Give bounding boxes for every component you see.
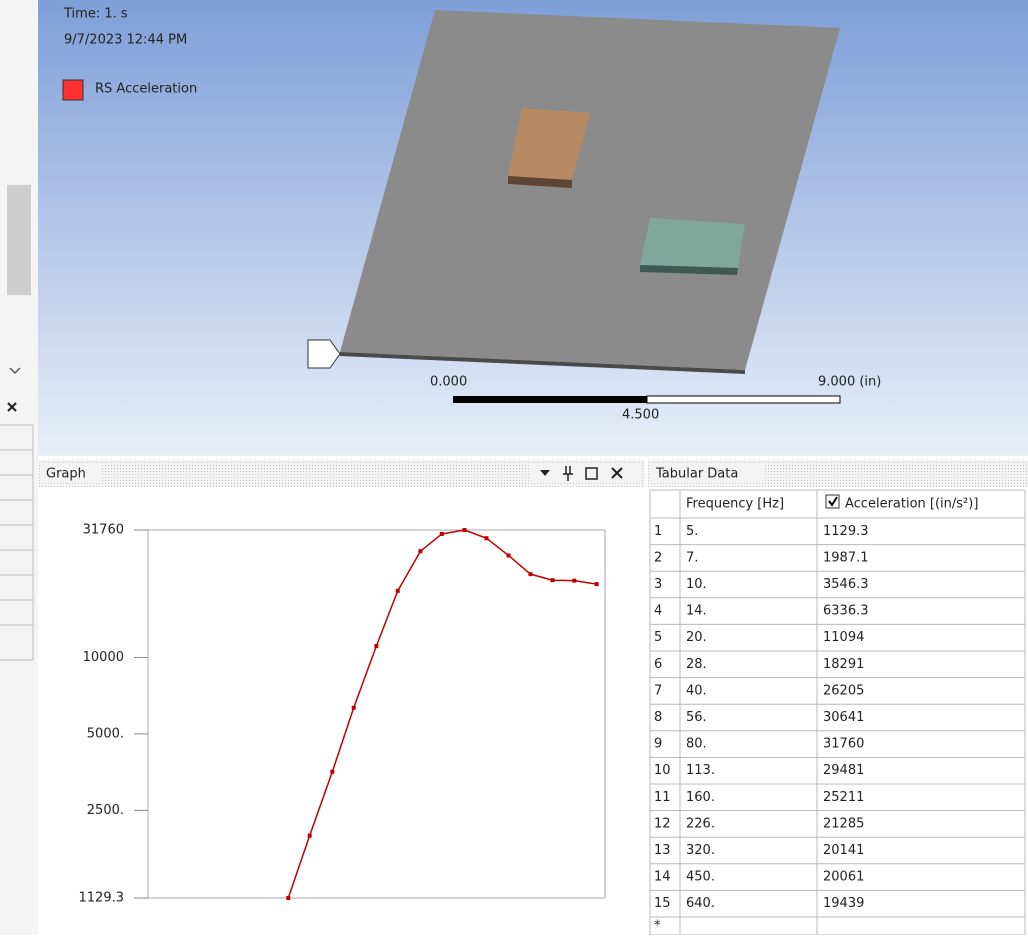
row-number: 9	[654, 737, 662, 752]
green-block	[640, 218, 745, 268]
acceleration-cell: 19439	[823, 896, 864, 911]
frequency-cell: 28.	[686, 657, 707, 672]
frequency-cell: 226.	[686, 816, 715, 831]
frequency-cell: 80.	[686, 737, 707, 752]
frequency-cell: 56.	[686, 710, 707, 725]
acceleration-cell: 29481	[823, 763, 864, 778]
date-label: 9/7/2023 12:44 PM	[64, 33, 187, 48]
scale-min: 0.000	[430, 375, 467, 390]
data-point	[330, 770, 334, 774]
y-tick-label: 31760	[83, 523, 124, 538]
legend-label: RS Acceleration	[95, 82, 197, 97]
graph-title: Graph	[46, 467, 86, 482]
column-header: Frequency [Hz]	[686, 497, 784, 512]
scrollbar-thumb[interactable]	[7, 185, 31, 295]
data-point	[374, 644, 378, 648]
acceleration-cell: 1987.1	[823, 550, 869, 565]
row-number: 5	[654, 630, 662, 645]
acceleration-cell: 20141	[823, 843, 864, 858]
row-number: 10	[654, 763, 671, 778]
acceleration-cell: 18291	[823, 657, 864, 672]
data-point	[396, 589, 400, 593]
row-number: 14	[654, 870, 671, 885]
data-point	[286, 896, 290, 900]
frequency-cell: 20.	[686, 630, 707, 645]
acceleration-cell: 26205	[823, 683, 864, 698]
frequency-cell: 14.	[686, 604, 707, 619]
row-number: *	[654, 919, 661, 934]
frequency-cell: 640.	[686, 896, 715, 911]
plot-area	[148, 530, 605, 898]
tabular-title: Tabular Data	[655, 467, 738, 482]
acceleration-cell: 11094	[823, 630, 864, 645]
acceleration-cell: 30641	[823, 710, 864, 725]
app-window: Time: 1. s 9/7/2023 12:44 PM RS Accelera…	[0, 0, 1028, 935]
scale-bar-dark	[453, 396, 647, 403]
row-number: 11	[654, 790, 671, 805]
data-point	[308, 834, 312, 838]
acceleration-cell: 20061	[823, 870, 864, 885]
row-number: 7	[654, 683, 662, 698]
frequency-cell: 5.	[686, 524, 698, 539]
scale-bar-light	[647, 396, 840, 403]
frequency-cell: 113.	[686, 763, 715, 778]
time-label: Time: 1. s	[63, 7, 128, 22]
acceleration-cell: 3546.3	[823, 577, 869, 592]
data-point	[507, 553, 511, 557]
row-number: 2	[654, 550, 662, 565]
row-number: 6	[654, 657, 662, 672]
y-tick-label: 2500.	[87, 803, 124, 818]
data-point	[462, 528, 466, 532]
side-panel	[0, 0, 38, 935]
data-point	[440, 532, 444, 536]
acceleration-cell: 1129.3	[823, 524, 869, 539]
frequency-cell: 160.	[686, 790, 715, 805]
screen: Time: 1. s 9/7/2023 12:44 PM RS Accelera…	[0, 0, 1028, 935]
legend-swatch	[63, 80, 83, 100]
frequency-cell: 7.	[686, 550, 698, 565]
row-number: 13	[654, 843, 671, 858]
data-point	[572, 579, 576, 583]
row-number: 1	[654, 524, 662, 539]
y-tick-label: 10000	[83, 650, 124, 665]
column-header: Acceleration [(in/s²)]	[845, 497, 978, 512]
data-point	[352, 706, 356, 710]
row-number: 12	[654, 816, 671, 831]
data-point	[595, 582, 599, 586]
row-number: 8	[654, 710, 662, 725]
data-point	[551, 578, 555, 582]
acceleration-cell: 21285	[823, 816, 864, 831]
data-point	[528, 572, 532, 576]
acceleration-cell: 25211	[823, 790, 864, 805]
frequency-cell: 40.	[686, 683, 707, 698]
data-point	[418, 549, 422, 553]
y-tick-label: 5000.	[87, 726, 124, 741]
row-number: 3	[654, 577, 662, 592]
frequency-cell: 10.	[686, 577, 707, 592]
data-point	[484, 536, 488, 540]
scale-mid: 4.500	[622, 408, 659, 423]
scale-max: 9.000 (in)	[818, 375, 881, 390]
frequency-cell: 320.	[686, 843, 715, 858]
acceleration-cell: 31760	[823, 737, 864, 752]
frequency-cell: 450.	[686, 870, 715, 885]
row-number: 15	[654, 896, 671, 911]
acceleration-cell: 6336.3	[823, 604, 869, 619]
row-number: 4	[654, 604, 662, 619]
y-tick-label: 1129.3	[79, 891, 125, 906]
